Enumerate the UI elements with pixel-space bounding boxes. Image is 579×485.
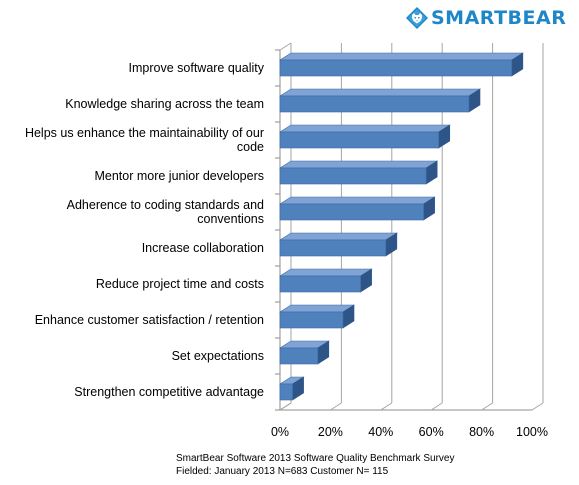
bar-front-face <box>279 131 440 149</box>
bar-front-face <box>279 347 319 365</box>
category-label: Helps us enhance the maintainability of … <box>25 126 264 140</box>
bear-head-diamond-icon <box>406 7 428 29</box>
x-tick-label: 60% <box>419 425 444 439</box>
category-label: Adherence to coding standards and <box>67 198 264 212</box>
category-label: Improve software quality <box>129 61 265 75</box>
category-label: Mentor more junior developers <box>94 169 264 183</box>
bar-top-face <box>278 196 436 205</box>
bar-top-face <box>278 268 373 277</box>
bar <box>278 196 436 221</box>
bar-front-face <box>279 239 387 257</box>
bar-front-face <box>279 383 293 401</box>
footnote-sample: Fielded: January 2013 N=683 Customer N= … <box>176 466 389 477</box>
floor-gridline <box>430 402 443 411</box>
floor-gridline <box>531 402 544 411</box>
bar <box>278 304 356 329</box>
category-label: conventions <box>197 212 264 226</box>
category-label: Enhance customer satisfaction / retentio… <box>35 313 264 327</box>
bar-front-face <box>279 203 424 221</box>
category-label: Strengthen competitive advantage <box>74 385 264 399</box>
category-label: Set expectations <box>172 349 264 363</box>
x-tick-label: 100% <box>516 425 548 439</box>
chart-bars <box>278 52 524 401</box>
x-tick-label: 20% <box>318 425 343 439</box>
bar-top-face <box>278 124 451 133</box>
floor-gridline <box>481 402 493 411</box>
floor-gridline <box>279 402 292 411</box>
floor-gridline <box>330 402 342 411</box>
bar-top-face <box>278 160 439 169</box>
category-label: Reduce project time and costs <box>96 277 264 291</box>
bar-top-face <box>278 88 482 97</box>
smartbear-logo: SMARTBEAR <box>405 5 575 31</box>
bar <box>278 88 482 113</box>
bar <box>278 124 451 149</box>
bar-front-face <box>279 167 427 185</box>
x-tick-label: 0% <box>271 425 289 439</box>
bar-top-face <box>278 52 524 61</box>
bar <box>278 160 439 185</box>
bar <box>278 268 373 293</box>
chart-grid <box>275 42 544 411</box>
footnote-source: SmartBear Software 2013 Software Quality… <box>176 453 455 464</box>
category-label: code <box>237 140 264 154</box>
x-tick-label: 40% <box>368 425 393 439</box>
x-tick-labels: 0% 20% 40% 60% 80% 100% <box>271 425 548 439</box>
bar-front-face <box>279 95 470 113</box>
bar-front-face <box>279 59 513 77</box>
top-edge <box>279 42 292 51</box>
category-label: Knowledge sharing across the team <box>65 97 264 111</box>
bar <box>278 232 398 257</box>
category-label: Increase collaboration <box>142 241 264 255</box>
bar <box>278 52 524 77</box>
bar-front-face <box>279 275 361 293</box>
bar <box>278 340 330 365</box>
logo-text: SMARTBEAR <box>431 7 567 29</box>
bar-top-face <box>278 304 356 313</box>
bar-front-face <box>279 311 344 329</box>
category-labels: Improve software quality Knowledge sharin… <box>25 61 265 399</box>
bar-top-face <box>278 232 398 241</box>
bar <box>278 376 305 401</box>
floor-gridline <box>380 402 393 411</box>
x-tick-label: 80% <box>469 425 494 439</box>
